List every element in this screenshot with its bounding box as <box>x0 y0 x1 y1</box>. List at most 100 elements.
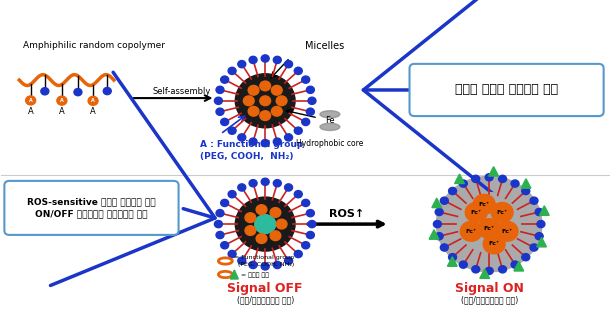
Circle shape <box>261 55 269 62</box>
Circle shape <box>465 203 487 222</box>
Circle shape <box>256 205 267 214</box>
Circle shape <box>499 175 507 182</box>
Text: A: A <box>90 107 96 116</box>
Circle shape <box>273 56 281 63</box>
Text: (약물/생리활성물질 담지): (약물/생리활성물질 담지) <box>236 295 294 304</box>
Circle shape <box>57 96 67 105</box>
Circle shape <box>308 97 316 104</box>
Text: A: A <box>59 107 65 116</box>
Polygon shape <box>514 261 524 271</box>
Circle shape <box>245 226 256 236</box>
Circle shape <box>88 96 98 105</box>
Circle shape <box>306 108 314 115</box>
Text: Fc⁺: Fc⁺ <box>489 241 500 246</box>
Circle shape <box>235 74 295 128</box>
Circle shape <box>511 261 519 268</box>
Text: Fc⁺: Fc⁺ <box>470 210 482 215</box>
Circle shape <box>530 197 538 204</box>
Circle shape <box>103 87 111 95</box>
Circle shape <box>285 134 293 141</box>
Circle shape <box>302 118 310 125</box>
Circle shape <box>256 234 267 244</box>
Circle shape <box>306 231 314 239</box>
Circle shape <box>26 96 35 105</box>
Circle shape <box>441 244 448 251</box>
Circle shape <box>302 199 310 206</box>
Circle shape <box>459 180 467 187</box>
Circle shape <box>448 188 456 195</box>
Circle shape <box>249 261 257 268</box>
Circle shape <box>249 138 257 145</box>
Circle shape <box>530 244 538 251</box>
Text: Fc⁺: Fc⁺ <box>466 229 477 234</box>
Circle shape <box>460 221 482 241</box>
Polygon shape <box>429 230 439 239</box>
Circle shape <box>435 208 443 216</box>
Circle shape <box>478 219 500 238</box>
Circle shape <box>273 180 281 187</box>
Circle shape <box>537 220 545 228</box>
Circle shape <box>214 97 222 104</box>
Circle shape <box>535 208 543 216</box>
Circle shape <box>295 191 302 198</box>
Circle shape <box>472 175 480 182</box>
Circle shape <box>214 220 222 228</box>
Circle shape <box>306 210 314 217</box>
Circle shape <box>455 193 524 256</box>
Circle shape <box>249 56 257 63</box>
Circle shape <box>216 108 224 115</box>
Circle shape <box>216 86 224 93</box>
Circle shape <box>235 197 295 251</box>
Text: Fc⁺: Fc⁺ <box>478 202 490 207</box>
Ellipse shape <box>320 123 340 131</box>
Circle shape <box>238 257 246 264</box>
Circle shape <box>238 184 246 191</box>
Circle shape <box>245 213 256 222</box>
Polygon shape <box>540 206 549 215</box>
Polygon shape <box>489 167 499 176</box>
Text: = Functional group
  (PEG, COOH, NH₂): = Functional group (PEG, COOH, NH₂) <box>235 255 295 267</box>
Circle shape <box>522 253 530 261</box>
Circle shape <box>285 184 293 191</box>
Circle shape <box>491 203 513 222</box>
Circle shape <box>496 221 518 241</box>
Circle shape <box>485 267 493 275</box>
Text: Fc⁺: Fc⁺ <box>497 210 508 215</box>
Circle shape <box>276 96 287 106</box>
Circle shape <box>228 191 236 198</box>
Circle shape <box>285 257 293 264</box>
Circle shape <box>302 242 310 249</box>
Circle shape <box>448 253 456 261</box>
Circle shape <box>302 76 310 83</box>
Text: (약물/생리활성물질 방출): (약물/생리활성물질 방출) <box>461 295 518 304</box>
Circle shape <box>295 67 302 75</box>
Circle shape <box>248 85 259 95</box>
Circle shape <box>433 220 441 228</box>
Circle shape <box>228 127 236 134</box>
Circle shape <box>243 96 254 106</box>
Circle shape <box>271 107 282 116</box>
Circle shape <box>261 263 269 270</box>
Circle shape <box>216 231 224 239</box>
Text: 페로센 고분자 나노소재 개발: 페로센 고분자 나노소재 개발 <box>455 84 558 96</box>
Circle shape <box>238 60 246 68</box>
Polygon shape <box>447 257 457 266</box>
Circle shape <box>441 197 448 204</box>
Polygon shape <box>432 198 442 208</box>
Circle shape <box>273 138 281 145</box>
Circle shape <box>260 111 271 121</box>
Polygon shape <box>536 237 546 247</box>
Circle shape <box>221 199 229 206</box>
Circle shape <box>295 127 302 134</box>
Text: Fc⁺: Fc⁺ <box>502 229 513 234</box>
Circle shape <box>436 176 542 272</box>
Circle shape <box>306 86 314 93</box>
Circle shape <box>511 180 519 187</box>
Circle shape <box>474 194 495 214</box>
Circle shape <box>485 174 493 181</box>
Text: ROS↑: ROS↑ <box>329 209 364 219</box>
Text: ROS-sensitive 페로센 나노소재 기반
ON/OFF 항산화물질 전달시스템 응용: ROS-sensitive 페로센 나노소재 기반 ON/OFF 항산화물질 전… <box>27 197 155 219</box>
Circle shape <box>216 210 224 217</box>
Circle shape <box>472 266 480 273</box>
Text: Hydrophobic core: Hydrophobic core <box>296 139 364 148</box>
